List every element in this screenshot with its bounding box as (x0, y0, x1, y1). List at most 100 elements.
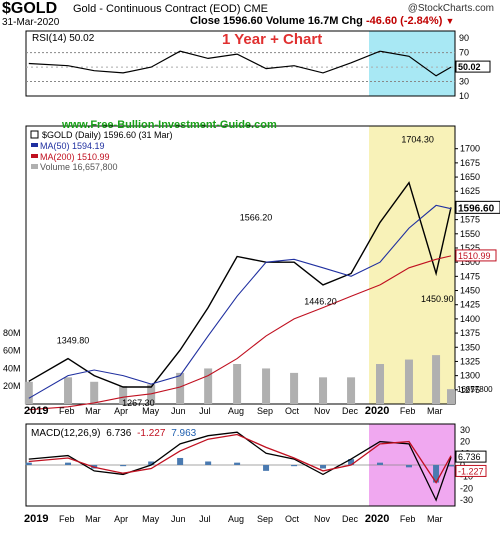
ma200-line (28, 255, 452, 411)
chg-label: Chg (341, 15, 363, 27)
rsi-tick-30: 30 (459, 77, 469, 87)
volume-layer: 80M 60M 40M 20M 16657800 (3, 328, 493, 404)
macd-hist-bar (405, 465, 412, 468)
price-tick-1350: 1350 (460, 342, 480, 352)
month-label-1-6: Jul (199, 514, 211, 524)
month-label-0-11: Dec (342, 406, 359, 416)
month-label-1-5: Jun (171, 514, 186, 524)
price-legend-swatch (30, 130, 39, 139)
macd-hist-bar (234, 462, 241, 465)
last-price-box (455, 200, 500, 214)
macd-hist-bar (148, 461, 155, 465)
price-tick-1550: 1550 (460, 229, 480, 239)
month-label-0-12: 2020 (365, 405, 389, 417)
month-label-1-3: Apr (114, 514, 128, 524)
month-label-0-6: Jul (199, 406, 211, 416)
ma50-line (28, 204, 452, 399)
price-tick-1275: 1275 (460, 385, 480, 395)
month-label-0-5: Jun (171, 406, 186, 416)
month-label-0-8: Sep (257, 406, 273, 416)
price-tick-1450: 1450 (460, 286, 480, 296)
price-tick-1525: 1525 (460, 243, 480, 253)
month-label-1-7: Aug (228, 514, 244, 524)
price-annotation-1566.20: 1566.20 (240, 213, 273, 223)
macd-signal-line (28, 433, 452, 484)
month-label-1-10: Nov (314, 514, 331, 524)
rsi-legend: RSI(14) 50.02 (32, 33, 95, 44)
rsi-panel-frame (25, 30, 456, 97)
volume-tick-40M: 40M (3, 363, 21, 373)
macd-legend-value: 6.736 (106, 428, 131, 439)
last-ma200-value: 1510.99 (458, 251, 491, 261)
contract-description: Gold - Continuous Contract (EOD) (73, 3, 241, 15)
rsi-highlight-region (369, 31, 455, 96)
volume-bar (262, 368, 271, 404)
month-label-1-9: Oct (285, 514, 300, 524)
price-tick-1500: 1500 (460, 257, 480, 267)
macd-legend-name: MACD(12,26,9) (31, 428, 100, 439)
rsi-last-value: 50.02 (458, 62, 481, 72)
price-tick-1625: 1625 (460, 186, 480, 196)
rsi-line (28, 50, 452, 77)
macd-hist-bar (291, 465, 298, 467)
macd-legend: MACD(12,26,9) 6.736 -1.227 7.963 (31, 428, 197, 439)
macd-hist-bar (205, 461, 212, 465)
volume-value: 16.7M (307, 15, 339, 27)
volume-tick-80M: 80M (3, 328, 21, 338)
month-label-0-14: Mar (427, 406, 443, 416)
macd-signal-legend: -1.227 (137, 428, 166, 439)
provider-credit: @StockCharts.com (407, 3, 494, 14)
macd-tick-30: 30 (460, 425, 470, 435)
macd-hist-bar (25, 462, 32, 465)
volume-bar (90, 381, 99, 404)
volume-bar (204, 368, 213, 404)
volume-bar (64, 377, 73, 404)
price-tick-1475: 1475 (460, 271, 480, 281)
macd-signal-last-value: -1.227 (458, 466, 484, 476)
volume-bar (404, 359, 413, 404)
volume-bar (347, 377, 356, 404)
price-tick-1375: 1375 (460, 328, 480, 338)
macd-last-box (455, 450, 487, 463)
last-ma200-box (455, 249, 497, 262)
price-tick-1400: 1400 (460, 314, 480, 324)
volume-bar (24, 381, 33, 404)
close-value: 1596.60 (223, 15, 263, 27)
price-annotation-1267.30: 1267.30 (122, 398, 155, 408)
month-label-1-14: Mar (427, 514, 443, 524)
volume-legend: Volume 16,657,800 (40, 162, 118, 172)
volume-bar (376, 364, 385, 404)
price-line (28, 181, 452, 388)
macd-last-value: 6.736 (458, 452, 481, 462)
macd-tick--30: -30 (460, 495, 473, 505)
volume-tick-20M: 20M (3, 381, 21, 391)
ma200-legend-swatch (31, 154, 38, 158)
rsi-tick-70: 70 (459, 48, 469, 58)
macd-hist-bar (65, 462, 72, 465)
price-layer: 1700167516501625160015751550152515001475… (28, 134, 500, 411)
price-annotation-1349.80: 1349.80 (57, 335, 90, 345)
macd-hist-bar (177, 457, 184, 465)
price-tick-1675: 1675 (460, 158, 480, 168)
price-annotation-1450.90: 1450.90 (421, 294, 454, 304)
volume-last-value: 16657800 (457, 385, 493, 394)
price-tick-1575: 1575 (460, 215, 480, 225)
month-label-0-4: May (142, 406, 160, 416)
quote-date: 31-Mar-2020 (2, 17, 60, 28)
volume-legend-swatch (31, 164, 38, 169)
ma50-legend-swatch (31, 143, 38, 147)
exchange-name: CME (243, 3, 269, 15)
macd-hist-bar (433, 465, 440, 483)
volume-label: Volume (265, 15, 305, 27)
macd-tick--20: -20 (460, 483, 473, 493)
month-label-0-10: Nov (314, 406, 331, 416)
price-annotation-1704.30: 1704.30 (401, 134, 434, 144)
volume-bar (319, 377, 328, 404)
month-label-0-3: Apr (114, 406, 128, 416)
month-label-0-1: Feb (59, 406, 75, 416)
volume-bar (176, 372, 185, 404)
rsi-tick-90: 90 (459, 33, 469, 43)
month-label-1-0: 2019 (24, 513, 48, 525)
price-highlight-region (369, 126, 455, 404)
month-label-0-0: 2019 (24, 405, 48, 417)
